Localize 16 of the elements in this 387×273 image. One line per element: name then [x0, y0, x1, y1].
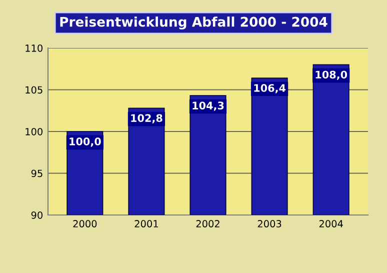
data-label: 108,0: [316, 70, 348, 80]
y-tick-label: 110: [26, 44, 42, 52]
y-tick-label: 105: [26, 86, 42, 94]
data-label: 102,8: [131, 114, 162, 124]
data-label: 100,0: [70, 138, 101, 147]
data-label: 104,3: [192, 102, 224, 111]
x-tick-label: 2001: [134, 220, 158, 228]
data-label: 106,4: [254, 84, 286, 94]
x-tick-label: 2003: [258, 220, 282, 228]
chart-title: Preisentwicklung Abfall 2000 - 2004: [60, 16, 328, 30]
x-tick-label: 2002: [196, 220, 220, 228]
y-tick-label: 95: [31, 170, 42, 178]
y-tick-label: 100: [26, 128, 42, 136]
x-tick-label: 2000: [73, 220, 97, 228]
y-tick-label: 90: [31, 211, 42, 219]
x-tick-label: 2004: [319, 220, 343, 228]
